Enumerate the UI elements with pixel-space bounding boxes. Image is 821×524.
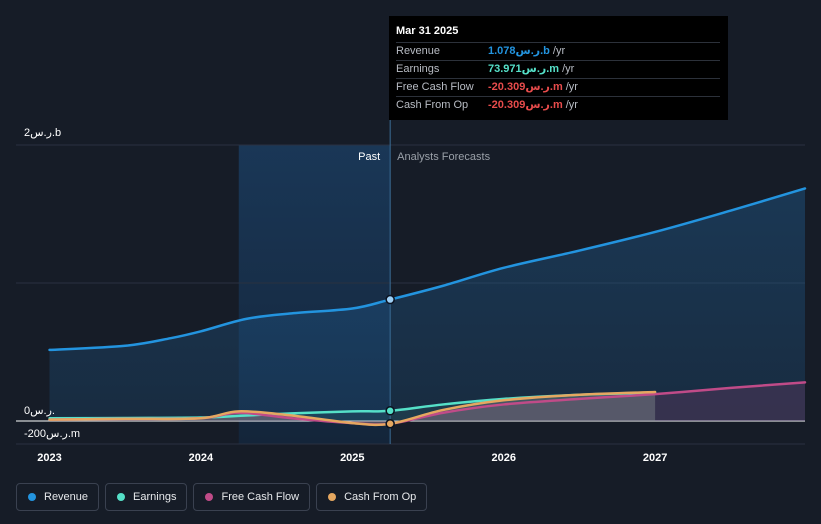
legend-label: Revenue [44,491,89,503]
y-axis-label: -200ر.س.m [24,428,80,440]
legend-label: Earnings [133,491,177,503]
y-axis-label: 2ر.س.b [24,127,61,139]
tooltip-label: Cash From Op [396,99,469,111]
cash-from-op-line [48,390,657,427]
tooltip-label: Free Cash Flow [396,81,474,93]
tooltip-date: Mar 31 2025 [396,25,459,37]
legend-item-cash-from-op[interactable]: Cash From Op [316,483,428,511]
y-axis-label: 0ر.س. [24,405,55,417]
legend-dot-icon [28,493,36,501]
tooltip-label: Earnings [396,63,440,75]
tooltip-value: -20.309ر.س.m [488,99,563,111]
data-point-marker[interactable] [385,294,395,305]
legend-item-earnings[interactable]: Earnings [105,483,188,511]
tooltip-unit: /yr [565,81,578,93]
free-cash-flow-area [49,382,806,425]
data-point-marker[interactable] [385,419,395,429]
tooltip-value: 1.078ر.س.b [488,45,550,57]
tooltip-unit: /yr [565,99,578,111]
tooltip-label: Revenue [396,45,441,57]
legend-item-free-cash-flow[interactable]: Free Cash Flow [193,483,311,511]
tooltip-unit: /yr [552,45,566,57]
revenue-area [49,188,806,421]
x-axis-tick-label: 2026 [491,452,515,464]
legend-item-revenue[interactable]: Revenue [16,483,100,511]
legend-dot-icon [328,493,337,501]
tooltip-row-revenue: Revenue 1.078ر.س.b /yr [396,42,720,60]
tooltip-row-earnings: Earnings 73.971ر.س.m /yr [396,60,720,78]
x-axis-tick-label: 2027 [643,452,667,464]
tooltip-unit: /yr [562,63,575,75]
tooltip-row-cash-from-op: Cash From Op -20.309ر.س.m /yr [396,96,720,114]
x-axis-tick-label: 2023 [37,452,61,464]
x-axis-tick-label: 2024 [189,452,214,464]
legend-dot-icon [117,493,126,501]
data-point-marker[interactable] [385,406,395,416]
revenue-earnings-chart: Past Analysts Forecasts 2ر.س.b 0ر.س. -200ر… [16,16,807,464]
legend-dot-icon [205,493,214,501]
past-label: Past [358,151,380,163]
tooltip-row-free-cash-flow: Free Cash Flow -20.309ر.س.m /yr [396,78,720,96]
legend-label: Cash From Op [344,491,417,503]
cash-from-op-area [49,392,656,425]
x-axis-tick-label: 2025 [340,452,364,464]
data-tooltip: Mar 31 2025 Revenue 1.078ر.س.b /yr Earni… [389,16,728,120]
tooltip-value: 73.971ر.س.m [488,63,560,75]
analysts-forecasts-label: Analysts Forecasts [397,151,490,163]
revenue-line [48,187,807,352]
tooltip-value: -20.309ر.س.m [488,81,563,93]
chart-legend: Revenue Earnings Free Cash Flow Cash Fro… [16,483,428,511]
legend-label: Free Cash Flow [221,491,300,503]
